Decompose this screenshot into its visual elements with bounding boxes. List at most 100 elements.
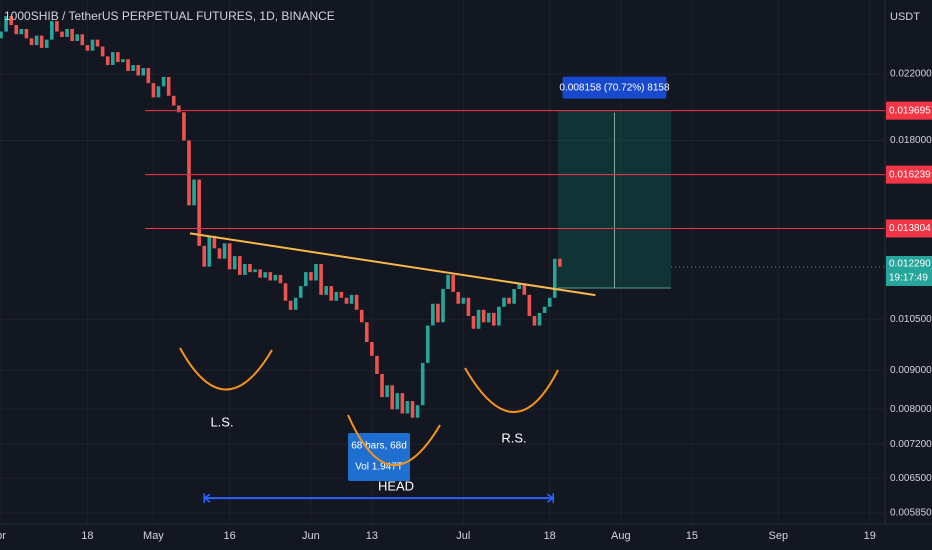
candle	[24, 28, 29, 39]
left-shoulder-arc	[179, 347, 273, 391]
candle	[9, 16, 13, 26]
candle	[85, 45, 90, 51]
candle	[202, 245, 207, 267]
x-tick-label: Aug	[611, 530, 631, 542]
candle	[192, 179, 196, 206]
candle	[90, 39, 95, 51]
candle	[497, 306, 501, 326]
candle	[263, 272, 267, 278]
y-tick-label: 0.006500	[890, 473, 932, 484]
candle	[222, 243, 227, 259]
candle	[258, 269, 262, 278]
candle	[110, 52, 115, 66]
candle	[385, 385, 389, 398]
candle	[558, 258, 562, 267]
candle	[441, 289, 445, 323]
candle	[116, 52, 120, 63]
candle	[75, 34, 80, 42]
x-tick-label: 19	[864, 530, 876, 542]
candle	[410, 401, 415, 418]
plot: 0.008158 (70.72%) 8158 68 bars, 68d Vol 1.…	[0, 0, 885, 524]
candle	[359, 309, 364, 323]
candle	[95, 39, 100, 47]
candle	[39, 35, 44, 48]
candle	[55, 21, 59, 32]
candle	[461, 297, 466, 304]
x-tick-label: 18	[544, 530, 556, 542]
candle	[19, 28, 24, 35]
level-tag	[886, 219, 932, 238]
candle	[227, 243, 232, 270]
candle	[151, 83, 156, 98]
candle	[253, 269, 257, 273]
candle	[547, 297, 552, 307]
range-bars: 68 bars, 68d	[351, 441, 407, 452]
candle	[248, 264, 252, 273]
candle	[293, 297, 298, 310]
candle	[512, 289, 516, 304]
right-shoulder-arc	[464, 367, 559, 413]
y-tick-label: 0.008000	[890, 404, 932, 415]
head-arc	[347, 414, 441, 467]
candle	[70, 28, 74, 42]
annotation: L.S.	[210, 414, 233, 429]
level-label: 0.013804	[889, 223, 931, 234]
candle	[532, 316, 537, 326]
candle	[476, 309, 481, 329]
candle	[288, 300, 293, 310]
candle	[375, 355, 379, 374]
candle	[522, 283, 527, 295]
candle	[304, 272, 308, 287]
candle	[527, 294, 532, 317]
candle	[542, 306, 547, 313]
level-label: 0.016239	[889, 169, 931, 180]
level-tag	[886, 101, 932, 120]
candle	[65, 28, 69, 37]
candle	[415, 405, 420, 418]
x-tick-label: 18	[81, 530, 93, 542]
candle	[105, 56, 110, 66]
candle	[395, 393, 400, 410]
countdown: 19:17:49	[889, 273, 928, 284]
chart-title: 1000SHIB / TetherUS PERPETUAL FUTURES, 1…	[4, 9, 335, 23]
candle	[425, 325, 430, 363]
candle	[29, 38, 34, 46]
candle	[456, 291, 461, 304]
candle	[446, 274, 450, 290]
candle	[370, 342, 374, 356]
candle	[44, 39, 49, 48]
candle	[161, 76, 166, 87]
candle	[0, 31, 3, 39]
level-label: 0.019695	[889, 105, 931, 116]
y-tick-label: 0.010500	[890, 314, 932, 325]
candle	[354, 294, 359, 310]
candle	[268, 272, 273, 281]
currency: USDT	[890, 11, 920, 23]
candle	[537, 312, 542, 326]
candle	[420, 362, 425, 406]
candle	[232, 256, 237, 270]
neckline	[189, 232, 596, 297]
candle	[466, 297, 471, 317]
x-tick-label: 15	[686, 530, 698, 542]
candle	[314, 264, 318, 281]
candle	[273, 274, 278, 281]
candle	[471, 316, 476, 329]
x-tick-label: 13	[366, 530, 378, 542]
candle	[436, 303, 440, 323]
candle	[390, 385, 395, 410]
x-tick-label: Jun	[302, 530, 320, 542]
candle	[237, 256, 242, 275]
candle	[481, 309, 486, 323]
candle	[339, 291, 344, 298]
candle	[136, 65, 140, 76]
candle	[329, 286, 334, 301]
x-tick-label: Jul	[456, 530, 470, 542]
candle	[187, 140, 191, 206]
y-tick-label: 0.007200	[890, 439, 932, 450]
range-arrows	[202, 493, 555, 504]
last-price-label: 0.012290	[889, 259, 931, 270]
candle	[50, 21, 54, 40]
candle	[380, 373, 384, 398]
